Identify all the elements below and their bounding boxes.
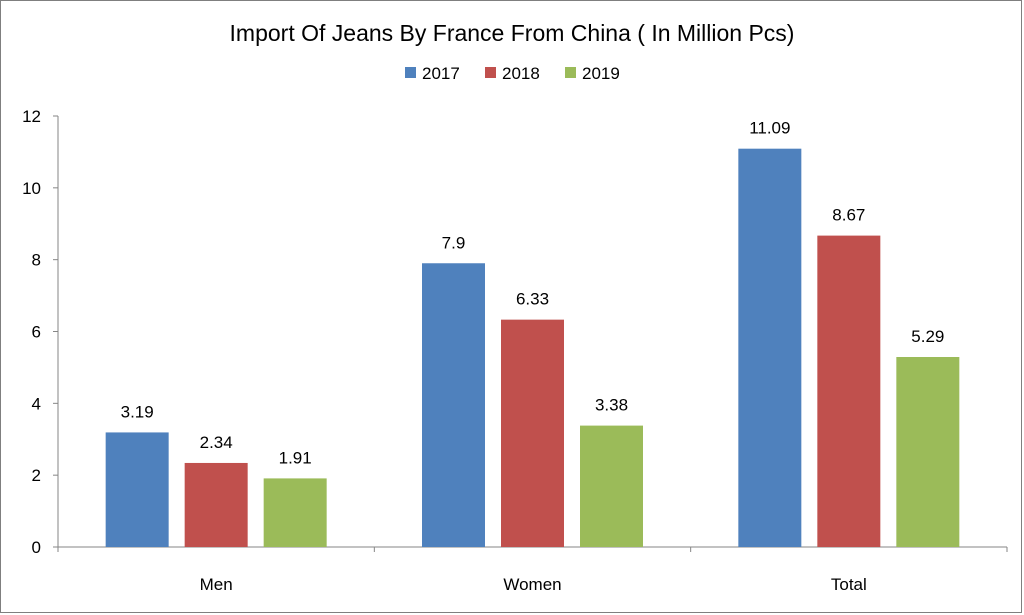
x-category-label: Men bbox=[200, 575, 233, 594]
bar-women-2019 bbox=[580, 425, 643, 547]
bars bbox=[105, 148, 960, 548]
legend-label-2017: 2017 bbox=[422, 64, 460, 83]
y-tick-label: 4 bbox=[32, 394, 41, 413]
legend-swatch-2017 bbox=[405, 67, 416, 78]
axes: 0 2 4 6 8 10 12 Men Women Total bbox=[22, 107, 1008, 594]
data-label-total-2019: 5.29 bbox=[911, 327, 944, 346]
bar-total-2018 bbox=[817, 235, 881, 548]
bar-men-2017 bbox=[105, 432, 169, 547]
chart-title: Import Of Jeans By France From China ( I… bbox=[230, 20, 795, 46]
data-label-women-2018: 6.33 bbox=[516, 290, 549, 309]
data-label-men-2018: 2.34 bbox=[200, 433, 233, 452]
bar-men-2018 bbox=[184, 462, 248, 547]
legend-label-2018: 2018 bbox=[502, 64, 540, 83]
x-category-label: Women bbox=[503, 575, 561, 594]
data-label-men-2019: 1.91 bbox=[279, 448, 312, 467]
data-label-men-2017: 3.19 bbox=[121, 402, 154, 421]
y-tick-label: 6 bbox=[32, 323, 41, 342]
legend-swatch-2019 bbox=[565, 67, 576, 78]
data-label-total-2017: 11.09 bbox=[749, 119, 790, 138]
bar-men-2019 bbox=[263, 478, 327, 547]
y-tick-label: 12 bbox=[22, 107, 41, 126]
x-category-label: Total bbox=[831, 575, 867, 594]
bar-total-2017 bbox=[738, 148, 802, 547]
legend-swatch-2018 bbox=[485, 67, 496, 78]
data-label-women-2017: 7.9 bbox=[442, 233, 466, 252]
data-labels: 3.19 2.34 1.91 7.9 6.33 3.38 11.09 8.67 5.29 bbox=[121, 119, 945, 468]
data-label-total-2018: 8.67 bbox=[832, 206, 865, 225]
y-tick-label: 10 bbox=[22, 179, 41, 198]
y-tick-label: 2 bbox=[32, 466, 41, 485]
bar-total-2019 bbox=[896, 357, 960, 547]
legend: 2017 2018 2019 bbox=[405, 64, 620, 83]
y-tick-label: 0 bbox=[32, 538, 41, 557]
y-tick-label: 8 bbox=[32, 251, 41, 270]
bar-women-2017 bbox=[422, 263, 485, 547]
bar-women-2018 bbox=[501, 319, 564, 547]
legend-label-2019: 2019 bbox=[582, 64, 620, 83]
data-label-women-2019: 3.38 bbox=[595, 396, 628, 415]
